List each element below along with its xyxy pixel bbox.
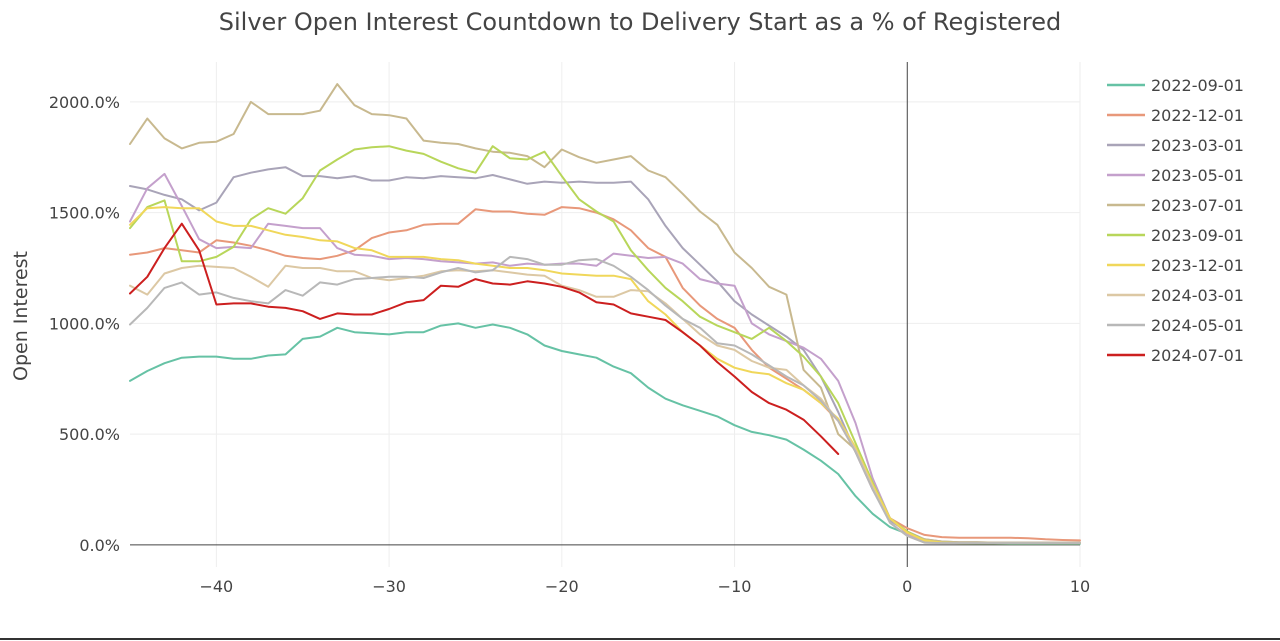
legend-label: 2023-07-01 — [1151, 196, 1244, 215]
legend-item[interactable]: 2024-03-01 — [1107, 286, 1244, 305]
legend-label: 2022-12-01 — [1151, 106, 1244, 125]
y-tick-label: 2000.0% — [49, 93, 120, 112]
y-tick-label: 0.0% — [79, 536, 120, 555]
legend-label: 2024-03-01 — [1151, 286, 1244, 305]
legend: 2022-09-01 2022-12-01 2023-03-01 2023-05-01… — [1107, 76, 1244, 365]
series-line-2023-07-01 — [129, 83, 1081, 544]
x-axis-ticks: −40 −30 −20 −10 0 10 — [199, 577, 1090, 596]
legend-label: 2023-12-01 — [1151, 256, 1244, 275]
legend-label: 2023-09-01 — [1151, 226, 1244, 245]
legend-label: 2023-05-01 — [1151, 166, 1244, 185]
series-line-2024-07-01 — [129, 222, 840, 455]
y-tick-label: 1000.0% — [49, 314, 120, 333]
series-group — [129, 83, 1081, 545]
y-axis-ticks: 0.0% 500.0% 1000.0% 1500.0% 2000.0% — [49, 93, 120, 555]
x-tick-label: −30 — [372, 577, 406, 596]
x-tick-label: −40 — [199, 577, 233, 596]
chart-title: Silver Open Interest Countdown to Delive… — [219, 8, 1061, 36]
legend-item[interactable]: 2023-09-01 — [1107, 226, 1244, 245]
legend-item[interactable]: 2022-12-01 — [1107, 106, 1244, 125]
x-tick-label: 0 — [902, 577, 912, 596]
legend-label: 2024-07-01 — [1151, 346, 1244, 365]
legend-item[interactable]: 2024-07-01 — [1107, 346, 1244, 365]
y-tick-label: 500.0% — [59, 425, 120, 444]
legend-item[interactable]: 2023-03-01 — [1107, 136, 1244, 155]
legend-label: 2022-09-01 — [1151, 76, 1244, 95]
x-tick-label: −20 — [545, 577, 579, 596]
series-line-2022-12-01 — [129, 206, 1081, 542]
series-line-2023-12-01 — [129, 206, 1081, 545]
y-tick-label: 1500.0% — [49, 204, 120, 223]
series-line-2023-05-01 — [129, 172, 1081, 544]
grid — [130, 62, 1081, 567]
legend-item[interactable]: 2022-09-01 — [1107, 76, 1244, 95]
x-tick-label: 10 — [1070, 577, 1090, 596]
y-axis-label: Open Interest — [10, 251, 32, 381]
legend-item[interactable]: 2023-07-01 — [1107, 196, 1244, 215]
legend-label: 2024-05-01 — [1151, 316, 1244, 335]
legend-item[interactable]: 2023-05-01 — [1107, 166, 1244, 185]
x-tick-label: −10 — [718, 577, 752, 596]
series-line-2024-05-01 — [129, 255, 1081, 545]
series-line-2023-09-01 — [129, 145, 1081, 545]
series-line-2022-09-01 — [129, 322, 1081, 545]
legend-item[interactable]: 2024-05-01 — [1107, 316, 1244, 335]
legend-label: 2023-03-01 — [1151, 136, 1244, 155]
legend-item[interactable]: 2023-12-01 — [1107, 256, 1244, 275]
axes — [130, 62, 1080, 567]
